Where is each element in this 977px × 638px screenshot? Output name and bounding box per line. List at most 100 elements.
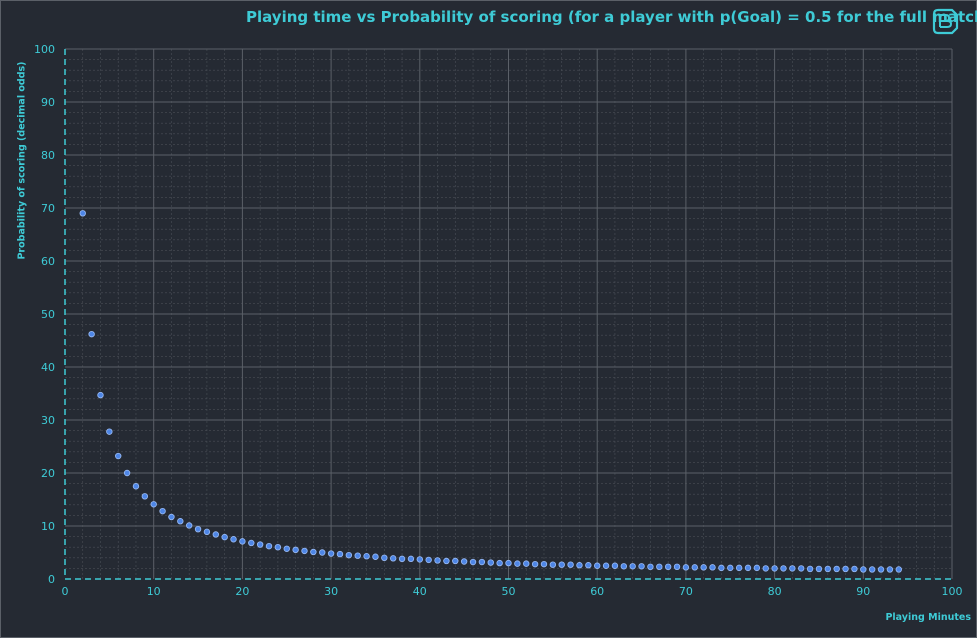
data-point — [638, 563, 645, 570]
data-point — [319, 549, 326, 556]
data-point — [842, 565, 849, 573]
data-point — [381, 554, 388, 561]
data-point — [780, 565, 787, 572]
data-point — [771, 565, 778, 572]
data-point — [487, 559, 494, 566]
data-point — [177, 518, 184, 525]
y-tick-label: 30 — [41, 414, 55, 427]
data-point — [327, 550, 335, 557]
data-point — [886, 566, 894, 573]
data-point — [363, 553, 370, 560]
data-point — [576, 562, 583, 569]
data-point — [789, 565, 796, 572]
data-point — [744, 564, 752, 572]
data-point — [833, 565, 840, 573]
x-tick-label: 100 — [942, 585, 963, 598]
data-point — [248, 539, 255, 547]
data-point — [389, 555, 397, 562]
data-point — [230, 536, 237, 543]
axes — [64, 49, 952, 580]
data-point — [629, 563, 636, 570]
data-point — [452, 557, 459, 565]
data-point — [354, 552, 361, 559]
data-point — [798, 565, 805, 572]
data-point — [558, 561, 565, 568]
x-tick-label: 20 — [235, 585, 249, 598]
data-point — [407, 555, 415, 563]
x-tick-label: 0 — [62, 585, 69, 598]
data-point — [239, 538, 246, 545]
data-point — [806, 565, 814, 573]
data-point — [523, 560, 530, 567]
data-point — [115, 452, 122, 460]
data-point — [735, 564, 743, 572]
data-point — [594, 562, 601, 569]
data-point — [851, 565, 858, 573]
x-tick-label: 10 — [147, 585, 161, 598]
x-axis-label: Playing Minutes — [885, 612, 971, 623]
y-tick-label: 20 — [41, 467, 55, 480]
x-tick-label: 40 — [413, 585, 427, 598]
data-point — [372, 553, 379, 560]
data-point — [700, 564, 707, 571]
data-point — [496, 559, 503, 567]
y-tick-label: 100 — [34, 43, 55, 56]
data-point — [478, 558, 486, 566]
data-point — [815, 565, 823, 573]
data-point — [434, 557, 441, 564]
data-point — [549, 561, 557, 568]
data-point — [664, 563, 672, 571]
data-point — [682, 564, 690, 571]
data-point — [283, 545, 290, 552]
data-point — [88, 330, 95, 338]
x-tick-label: 90 — [856, 585, 870, 598]
y-tick-label: 50 — [41, 308, 55, 321]
y-tick-label: 60 — [41, 255, 55, 268]
data-point — [256, 541, 264, 548]
data-point — [185, 522, 193, 529]
data-point — [824, 565, 832, 573]
data-point — [301, 547, 308, 555]
data-point — [398, 555, 406, 563]
data-point — [443, 557, 450, 565]
data-point — [97, 391, 104, 399]
data-point — [691, 564, 698, 571]
x-tick-label: 50 — [502, 585, 516, 598]
data-point — [877, 566, 885, 573]
data-point — [611, 562, 619, 569]
data-points — [79, 210, 902, 573]
data-point — [753, 564, 761, 572]
data-point — [647, 563, 654, 571]
data-point — [425, 556, 432, 564]
y-tick-label: 80 — [41, 149, 55, 162]
data-point — [727, 564, 734, 572]
data-point — [416, 556, 423, 563]
x-tick-label: 60 — [590, 585, 604, 598]
chart-title: Playing time vs Probability of scoring (… — [246, 8, 977, 26]
data-point — [310, 548, 317, 556]
data-point — [292, 546, 299, 554]
tick-labels: 0 10 20 30 40 50 60 70 80 90 100 0 10 20 30 40 50 60 70 80 9… — [34, 43, 963, 598]
x-tick-label: 30 — [324, 585, 338, 598]
data-point — [79, 210, 86, 217]
y-tick-label: 10 — [41, 520, 55, 533]
data-point — [895, 566, 902, 573]
y-tick-label: 70 — [41, 202, 55, 215]
data-point — [656, 563, 663, 571]
logo-icon — [932, 8, 959, 35]
data-point — [194, 525, 202, 533]
data-point — [460, 558, 468, 565]
data-point — [141, 493, 149, 500]
data-point — [168, 513, 175, 521]
data-point — [221, 533, 228, 541]
data-point — [762, 565, 769, 572]
data-point — [709, 564, 716, 571]
data-point — [212, 531, 219, 538]
data-point — [602, 562, 610, 569]
data-point — [514, 560, 521, 567]
data-point — [620, 563, 628, 570]
data-point — [673, 563, 681, 571]
data-point — [274, 544, 282, 551]
